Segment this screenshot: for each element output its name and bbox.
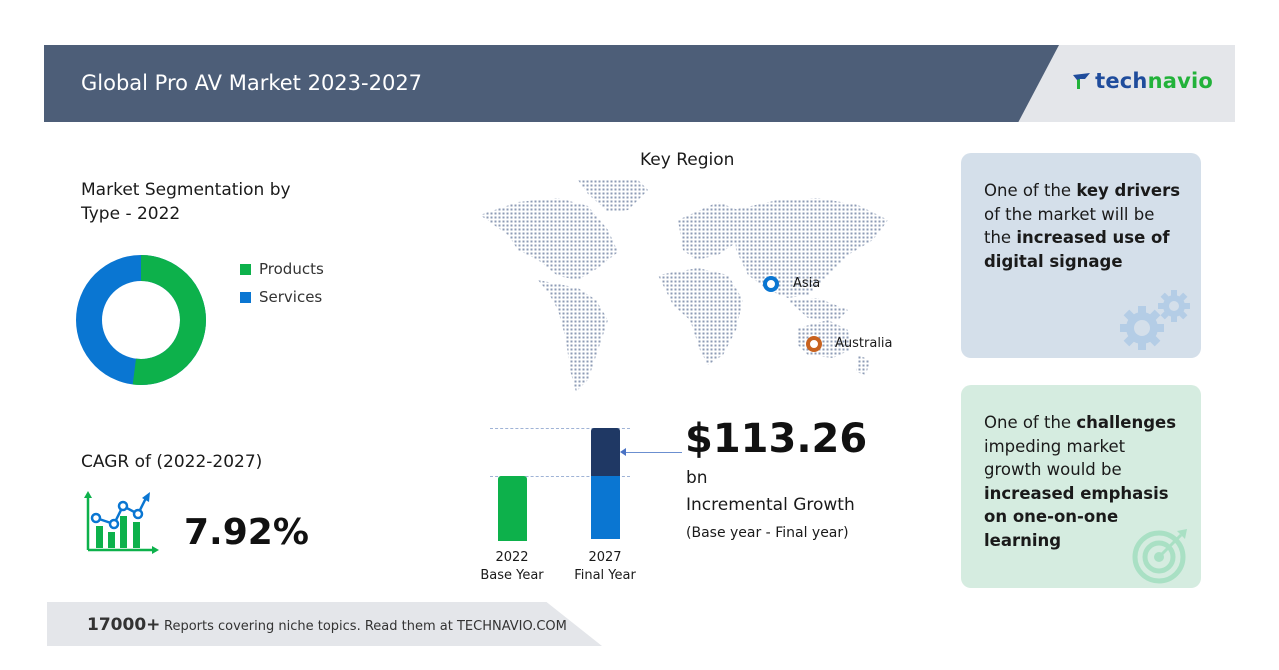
technavio-logo[interactable]: tech navio	[1071, 69, 1213, 93]
incremental-growth-value: $113.26	[685, 416, 868, 462]
cagr-value: 7.92%	[184, 512, 309, 553]
logo-text-navio: navio	[1147, 69, 1213, 93]
bar-label-2022: 2022 Base Year	[472, 549, 552, 585]
bar-2027-base	[591, 476, 620, 539]
challenges-text-middle: impeding market growth would be	[984, 436, 1126, 480]
legend-label-products: Products	[259, 260, 324, 278]
challenges-card: One of the challenges impeding market gr…	[961, 385, 1201, 588]
footer-text: Reports covering niche topics. Read them…	[164, 619, 567, 634]
legend-item-products: Products	[240, 255, 324, 283]
target-icon	[1132, 529, 1187, 584]
bar-label-2027: 2027 Final Year	[565, 549, 645, 585]
legend-swatch-products	[240, 263, 251, 275]
arrow-left-icon	[620, 448, 626, 456]
top-guide-line	[490, 428, 630, 429]
base-guide-line	[490, 476, 630, 477]
legend-swatch-services	[240, 291, 251, 303]
australia-marker[interactable]	[806, 336, 822, 352]
bar-caption-base-year: Base Year	[480, 568, 544, 583]
drivers-text-middle: of the market will be the	[984, 204, 1155, 248]
growth-arrow-line	[624, 452, 682, 453]
reports-count: 17000+	[87, 615, 161, 635]
incremental-growth-label: Incremental Growth	[686, 495, 855, 515]
challenges-text-prefix: One of the	[984, 413, 1077, 432]
technavio-logo-icon	[1073, 73, 1091, 89]
key-region-title: Key Region	[640, 150, 735, 170]
legend-label-services: Services	[259, 288, 323, 306]
segmentation-title: Market Segmentation by Type - 2022	[81, 178, 291, 226]
asia-marker[interactable]	[763, 276, 779, 292]
bar-2022-base	[498, 476, 527, 541]
logo-text-tech: tech	[1095, 69, 1148, 93]
incremental-growth-unit: bn	[686, 468, 708, 488]
gears-icon	[1120, 290, 1190, 350]
asia-label: Asia	[793, 276, 821, 291]
segmentation-title-line1: Market Segmentation by	[81, 180, 291, 200]
header-banner: Global Pro AV Market 2023-2027 tech navio	[44, 45, 1235, 122]
segmentation-title-line2: Type - 2022	[81, 204, 181, 224]
footer-banner[interactable]: 17000+ Reports covering niche topics. Re…	[47, 602, 602, 646]
bar-year-2027: 2027	[588, 550, 622, 565]
incremental-growth-bar-chart: 2022 Base Year 2027 Final Year	[480, 425, 660, 595]
world-map-dotted	[480, 180, 888, 392]
header-dark-panel	[44, 45, 1059, 122]
legend-item-services: Services	[240, 283, 324, 311]
drivers-text-highlight: key drivers	[1076, 181, 1181, 200]
key-drivers-card: One of the key drivers of the market wil…	[961, 153, 1201, 358]
challenges-text-highlight: challenges	[1076, 413, 1177, 432]
page-title: Global Pro AV Market 2023-2027	[81, 71, 423, 95]
cagr-title: CAGR of (2022-2027)	[81, 452, 263, 472]
segmentation-legend: Products Services	[240, 255, 324, 311]
drivers-text-driver: increased use of digital signage	[984, 228, 1170, 271]
growth-chart-icon	[84, 491, 159, 554]
bar-year-2022: 2022	[495, 550, 529, 565]
incremental-growth-sublabel: (Base year - Final year)	[686, 525, 849, 541]
bar-2027-incremental	[591, 428, 620, 476]
drivers-text-prefix: One of the	[984, 181, 1077, 200]
bar-caption-final-year: Final Year	[574, 568, 636, 583]
segmentation-donut-chart	[76, 255, 206, 385]
australia-label: Australia	[835, 336, 893, 351]
challenges-text-challenge: increased emphasis on one-on-one learnin…	[984, 483, 1169, 550]
